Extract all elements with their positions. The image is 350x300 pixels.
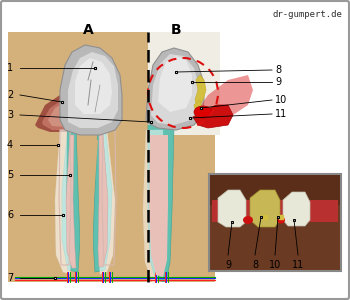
Text: 4: 4 (7, 140, 13, 150)
Polygon shape (35, 95, 90, 132)
Polygon shape (42, 100, 87, 130)
Ellipse shape (277, 217, 285, 224)
Polygon shape (78, 140, 98, 260)
Polygon shape (195, 75, 206, 108)
Polygon shape (283, 192, 310, 226)
Text: 11: 11 (275, 109, 287, 119)
Text: 9: 9 (225, 260, 231, 270)
Text: 2: 2 (7, 90, 13, 100)
Polygon shape (149, 135, 168, 277)
Polygon shape (198, 75, 253, 125)
Polygon shape (75, 58, 112, 114)
Text: dr-gumpert.de: dr-gumpert.de (272, 10, 342, 19)
Ellipse shape (243, 216, 253, 224)
Text: 11: 11 (292, 260, 304, 270)
Polygon shape (148, 32, 220, 135)
FancyBboxPatch shape (210, 175, 340, 205)
Text: 10: 10 (269, 260, 281, 270)
Polygon shape (193, 105, 233, 128)
Text: 5: 5 (7, 170, 13, 180)
Polygon shape (146, 48, 204, 130)
Polygon shape (93, 125, 112, 272)
Text: 1: 1 (7, 63, 13, 73)
Polygon shape (48, 102, 84, 127)
Polygon shape (55, 130, 71, 274)
Polygon shape (66, 135, 76, 268)
Text: A: A (83, 23, 93, 37)
Text: 3: 3 (7, 110, 13, 120)
Polygon shape (148, 125, 174, 282)
Polygon shape (148, 32, 215, 282)
Polygon shape (62, 125, 80, 272)
Text: 10: 10 (275, 95, 287, 105)
Text: 9: 9 (275, 77, 281, 87)
Polygon shape (98, 135, 108, 267)
Polygon shape (8, 32, 148, 282)
Ellipse shape (194, 106, 212, 118)
FancyBboxPatch shape (209, 174, 341, 271)
Text: B: B (171, 23, 181, 37)
Text: 8: 8 (275, 65, 281, 75)
Polygon shape (250, 190, 280, 227)
Text: 8: 8 (252, 260, 258, 270)
Text: 7: 7 (7, 273, 13, 283)
FancyBboxPatch shape (212, 200, 338, 222)
Polygon shape (158, 56, 192, 112)
Polygon shape (143, 130, 163, 285)
Polygon shape (151, 54, 199, 125)
Polygon shape (60, 45, 122, 135)
Polygon shape (194, 100, 202, 112)
Polygon shape (68, 52, 118, 128)
Polygon shape (218, 190, 246, 227)
Polygon shape (99, 130, 115, 274)
Text: 6: 6 (7, 210, 13, 220)
